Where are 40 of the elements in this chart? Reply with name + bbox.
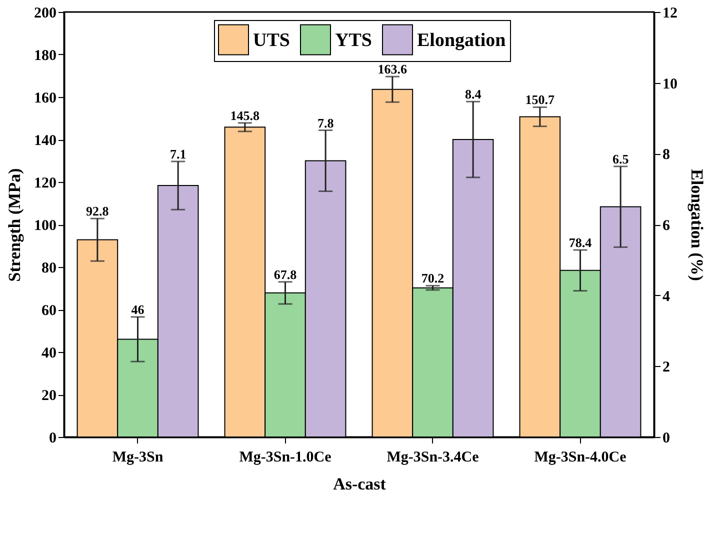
x-tick-label: Mg-3Sn-1.0Ce bbox=[239, 450, 332, 466]
y-tick-label: 160 bbox=[34, 90, 56, 106]
y-tick-label: 140 bbox=[34, 133, 56, 149]
y2-tick-label: 6 bbox=[662, 218, 670, 234]
x-tick-label: Mg-3Sn bbox=[112, 450, 164, 466]
y-tick-label: 100 bbox=[34, 218, 56, 234]
y-axis-title: Strength (MPa) bbox=[5, 168, 24, 282]
data-label: 150.7 bbox=[525, 92, 556, 108]
data-label: 163.6 bbox=[378, 62, 408, 77]
data-label: 145.8 bbox=[230, 108, 260, 123]
data-label: 7.1 bbox=[170, 146, 186, 162]
legend-label: UTS bbox=[253, 30, 290, 51]
x-tick-label: Mg-3Sn-4.0Ce bbox=[534, 450, 627, 466]
y-tick-label: 40 bbox=[42, 346, 56, 362]
data-label: 8.4 bbox=[464, 86, 482, 102]
x-axis-title: As-cast bbox=[333, 474, 386, 494]
data-label: 78.4 bbox=[568, 235, 592, 250]
y-tick-label: 120 bbox=[34, 176, 56, 192]
y-tick-label: 180 bbox=[34, 48, 56, 64]
legend-label: Elongation bbox=[417, 30, 506, 51]
y2-tick-label: 10 bbox=[662, 76, 678, 92]
data-label: 6.5 bbox=[612, 151, 630, 166]
y2-tick-label: 8 bbox=[662, 147, 670, 164]
x-tick-label: Mg-3Sn-3.4Ce bbox=[386, 450, 480, 466]
data-label: 46 bbox=[131, 302, 145, 317]
y-tick-label: 60 bbox=[42, 303, 56, 319]
y2-tick-label: 12 bbox=[662, 6, 678, 22]
y-tick-label: 0 bbox=[49, 430, 56, 446]
y-tick-label: 200 bbox=[34, 6, 56, 22]
data-label: 92.8 bbox=[86, 204, 110, 219]
y-tick-label: 20 bbox=[42, 388, 56, 404]
y2-axis-title: Elongation (%) bbox=[688, 169, 706, 281]
data-label: 70.2 bbox=[421, 270, 444, 286]
legend-label: YTS bbox=[335, 30, 372, 51]
data-label: 7.8 bbox=[317, 115, 334, 130]
data-label: 67.8 bbox=[274, 266, 298, 282]
y-tick-label: 80 bbox=[42, 260, 56, 276]
y2-tick-label: 4 bbox=[662, 288, 670, 305]
y2-tick-label: 2 bbox=[662, 360, 670, 376]
y2-tick-label: 0 bbox=[662, 430, 670, 446]
